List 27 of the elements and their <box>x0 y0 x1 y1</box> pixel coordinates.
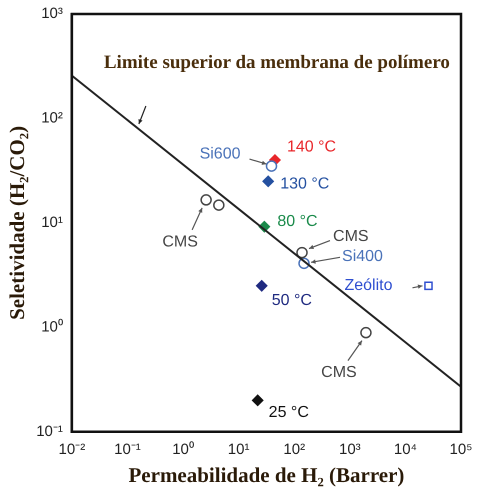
x-tick-label: 10¹ <box>228 440 250 458</box>
y-tick-label: 10² <box>41 110 63 127</box>
y-tick-label: 10¹ <box>41 214 63 232</box>
y-tick-label: 10³ <box>41 5 63 22</box>
y-tick-label: 10⁰ <box>41 318 63 336</box>
series-label: Si600 <box>200 145 241 162</box>
x-tick-label: 10³ <box>338 440 361 458</box>
series-label: 80 °C <box>277 213 318 230</box>
series-label: 25 °C <box>268 404 309 421</box>
y-tick-label: 10⁻¹ <box>36 422 63 440</box>
text: Zeólito <box>344 277 393 294</box>
x-tick-label: 10⁴ <box>394 440 417 458</box>
text: Si400 <box>342 248 384 265</box>
x-tick-label: 10² <box>283 440 306 458</box>
series-label: CMS <box>333 228 369 245</box>
x-tick-label: 10⁻² <box>58 440 86 458</box>
x-axis-title: Permeabilidade de H₂ (Barrer) <box>128 462 404 487</box>
y-axis-title: Seletividade (H₂/CO₂) <box>5 126 30 320</box>
text: CMS <box>162 233 198 250</box>
x-tick-label: 10⁻¹ <box>114 440 141 458</box>
x-tick-label: 10⁰ <box>172 440 194 458</box>
series-label: 130 °C <box>280 176 330 193</box>
text: CMS <box>321 364 357 382</box>
series-label: 140 °C <box>286 138 336 156</box>
series-label: 50 °C <box>272 292 312 310</box>
x-tick-label: 10⁵ <box>450 440 472 458</box>
series-label: Limite superior da membrana de polímero <box>104 52 450 73</box>
